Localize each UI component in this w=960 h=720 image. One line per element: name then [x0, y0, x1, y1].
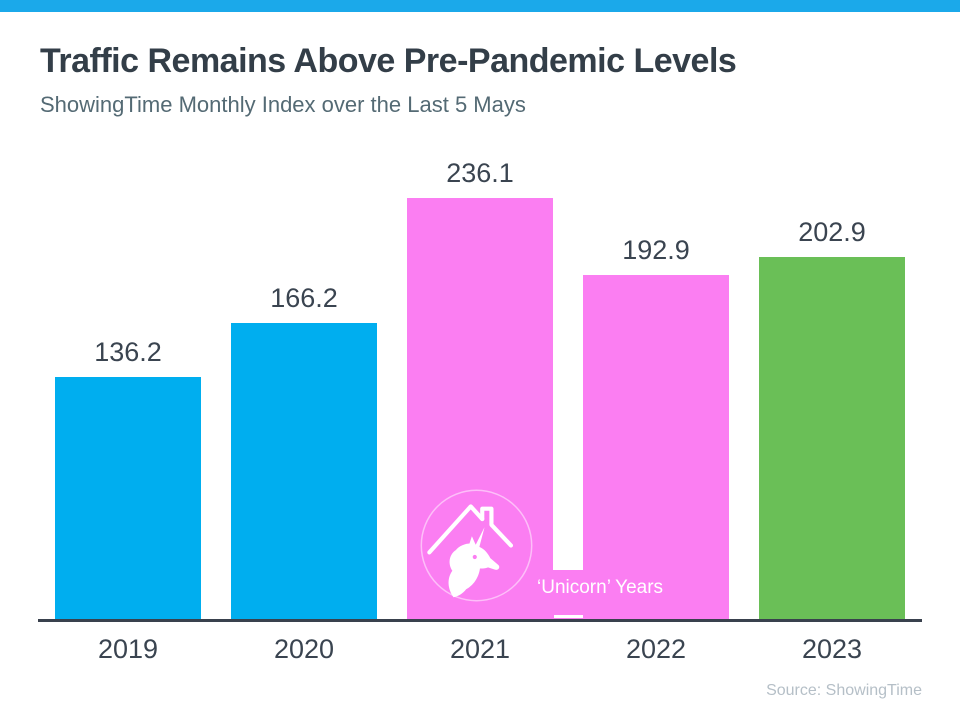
- x-tick-2022: 2022: [625, 634, 687, 664]
- bar-value-label-2020: 166.2: [270, 283, 338, 314]
- unicorn-years-label: ‘Unicorn’ Years: [537, 577, 664, 598]
- top-accent-bar: [0, 0, 960, 12]
- x-tick-2019: 2019: [97, 634, 159, 664]
- x-tick-2020: 2020: [273, 634, 335, 664]
- bar-2022: [583, 275, 729, 620]
- x-tick-2021: 2021: [449, 634, 511, 664]
- source-credit: Source: ShowingTime: [766, 682, 922, 699]
- bar-value-label-2023: 202.9: [798, 217, 866, 248]
- x-tick-2023: 2023: [801, 634, 863, 664]
- bar-value-label-2021: 236.1: [446, 158, 514, 189]
- bar-2023: [759, 257, 905, 620]
- bar-2020: [231, 323, 377, 620]
- page-subtitle: ShowingTime Monthly Index over the Last …: [40, 92, 526, 117]
- page-title: Traffic Remains Above Pre-Pandemic Level…: [40, 42, 737, 80]
- bar-gap-mark: [554, 615, 583, 618]
- unicorn-house-icon: [420, 489, 533, 602]
- bar-value-label-2019: 136.2: [94, 337, 162, 368]
- x-axis-line: [38, 619, 922, 622]
- bar-2019: [55, 377, 201, 620]
- x-axis-labels: 2019 2020 2021 2022 2023: [55, 634, 905, 668]
- bar-value-label-2022: 192.9: [622, 235, 690, 266]
